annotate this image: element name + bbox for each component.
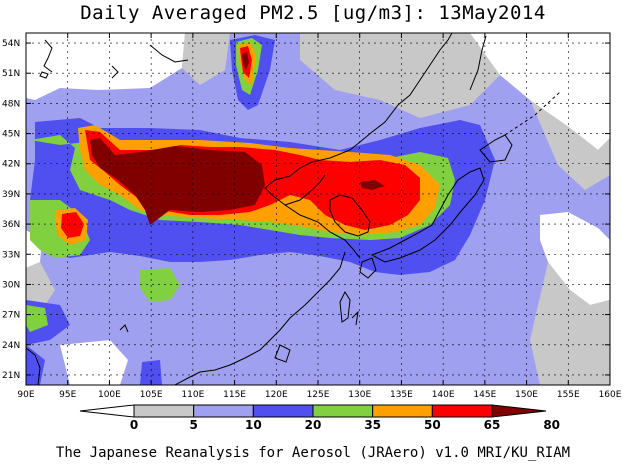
colorbar-tick-label: 0 bbox=[130, 418, 138, 432]
lat-label: 27N bbox=[2, 311, 20, 321]
field-gray-south-west bbox=[26, 262, 55, 305]
coastline-japan-honshu bbox=[370, 167, 485, 263]
lat-label: 54N bbox=[2, 39, 20, 49]
lon-label: 135E bbox=[390, 390, 413, 400]
lat-label: 39N bbox=[2, 190, 20, 200]
field-dark-red-korea bbox=[360, 180, 385, 190]
field-gray-east bbox=[530, 100, 610, 190]
longitude-labels: 90E 95E 100E 105E 110E 115E 120E 125E 130E 135E 14… bbox=[17, 390, 621, 400]
colorbar-tick-label: 20 bbox=[305, 418, 322, 432]
lon-label: 95E bbox=[59, 390, 76, 400]
lat-label: 36N bbox=[2, 220, 20, 230]
colorbar-tick-label: 35 bbox=[364, 418, 381, 432]
lat-label: 30N bbox=[2, 280, 20, 290]
map-title: Daily Averaged PM2.5 [ug/m3]: 13May2014 bbox=[80, 2, 546, 24]
coastline-japan-hokkaido bbox=[479, 134, 513, 163]
field-green-south bbox=[140, 268, 180, 302]
coastlines bbox=[26, 33, 561, 385]
colorbar-tick-label: 5 bbox=[189, 418, 197, 432]
coastline-bohai bbox=[284, 174, 326, 206]
colorbar-end-low bbox=[79, 404, 135, 418]
coastline-china-south bbox=[174, 251, 346, 385]
lon-label: 125E bbox=[307, 390, 330, 400]
field-dark-red-main bbox=[90, 138, 265, 225]
lon-label: 160E bbox=[599, 390, 622, 400]
coastline-continent-east bbox=[264, 33, 453, 259]
coastline-taiwan bbox=[339, 290, 351, 323]
lon-label: 140E bbox=[432, 390, 455, 400]
lon-label: 115E bbox=[223, 390, 246, 400]
field-white-east bbox=[540, 212, 610, 305]
lon-label: 145E bbox=[473, 390, 496, 400]
lat-label: 33N bbox=[2, 250, 20, 260]
colorbar-segment bbox=[312, 404, 374, 418]
field-gray-south-east bbox=[530, 262, 610, 385]
latitude-labels: 54N 51N 48N 45N 42N 39N 36N 33N 30N 27N 24N 21N bbox=[2, 39, 20, 381]
coastline-ryukyu bbox=[351, 310, 359, 326]
colorbar-segment bbox=[252, 404, 314, 418]
lon-label: 110E bbox=[181, 390, 204, 400]
coastline-kuril-islands bbox=[504, 91, 561, 136]
border-north-west bbox=[43, 39, 53, 73]
colorbar-segment bbox=[133, 404, 195, 418]
lat-label: 24N bbox=[2, 341, 20, 351]
lon-label: 155E bbox=[557, 390, 580, 400]
lake-baikal bbox=[111, 65, 119, 79]
colorbar-segment bbox=[372, 404, 433, 418]
field-dark-red-north-plume bbox=[242, 52, 249, 70]
lat-label: 21N bbox=[2, 371, 20, 381]
field-green-south-west bbox=[26, 305, 48, 332]
lon-label: 100E bbox=[98, 390, 121, 400]
lon-label: 120E bbox=[265, 390, 288, 400]
lon-label: 90E bbox=[17, 390, 34, 400]
lon-label: 130E bbox=[348, 390, 371, 400]
colorbar-tick-label: 65 bbox=[484, 418, 501, 432]
colorbar-tick-label: 80 bbox=[543, 418, 560, 432]
colorbar-tick-label: 50 bbox=[424, 418, 441, 432]
field-blue-south-mid bbox=[140, 360, 162, 385]
lat-label: 48N bbox=[2, 99, 20, 109]
field-red-west bbox=[61, 212, 84, 238]
field-white-north-east bbox=[470, 33, 610, 150]
field-gray-north-mid bbox=[182, 33, 230, 85]
colorbar-segment bbox=[193, 404, 254, 418]
border-north bbox=[149, 44, 189, 63]
colorbar-end-high bbox=[491, 404, 547, 418]
colorbar bbox=[79, 404, 547, 418]
field-gray-north bbox=[300, 33, 500, 118]
lon-label: 105E bbox=[140, 390, 163, 400]
field-white-north-west bbox=[26, 33, 185, 100]
lat-label: 51N bbox=[2, 69, 20, 79]
coastline-bay-of-bengal bbox=[26, 347, 41, 385]
lon-label: 150E bbox=[515, 390, 538, 400]
coastline-korea bbox=[329, 194, 371, 237]
colorbar-tick-label: 10 bbox=[245, 418, 262, 432]
coastline-gulf-tonkin bbox=[119, 324, 129, 333]
colorbar-labels: 0 5 10 20 35 50 65 80 bbox=[130, 418, 560, 432]
colorbar-segment bbox=[431, 404, 493, 418]
coastline-hainan bbox=[274, 344, 291, 363]
graticule bbox=[26, 33, 610, 385]
lat-label: 42N bbox=[2, 160, 20, 170]
axis-ticks bbox=[25, 33, 611, 385]
footer-credit: The Japanese Reanalysis for Aerosol (JRA… bbox=[55, 445, 571, 461]
field-white-south bbox=[60, 340, 128, 385]
coastline-japan-kyushu bbox=[359, 257, 377, 279]
lat-label: 45N bbox=[2, 130, 20, 140]
